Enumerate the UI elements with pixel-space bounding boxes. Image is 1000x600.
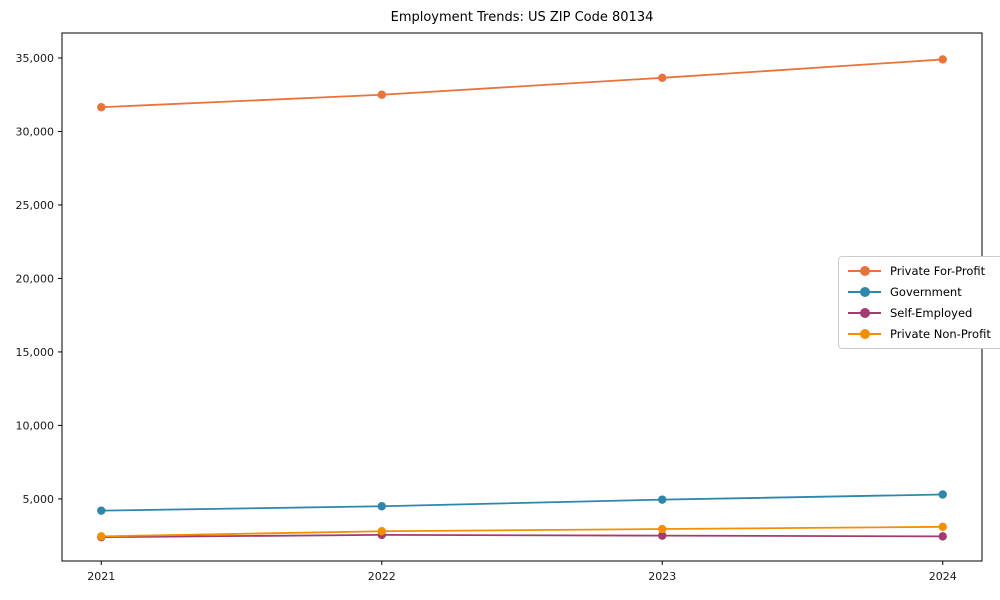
legend-label: Government [890,285,962,299]
marker-private-non-profit [658,524,667,534]
legend-item: Private For-Profit [848,264,991,278]
line-self-employed [101,534,943,539]
y-tick-label: 25,000 [16,199,55,212]
x-tick-label: 2021 [87,570,115,583]
marker-self-employed [658,531,667,540]
marker-private-for-profit [97,103,106,112]
line-private-non-profit [101,525,943,538]
marker-private-for-profit [658,73,667,83]
y-tick-label: 20,000 [16,272,55,285]
marker-government [377,502,386,511]
legend-line-dot-swatch [848,287,881,297]
marker-self-employed [938,532,947,541]
y-tick-label: 35,000 [16,52,55,65]
legend-line-dot-swatch [848,308,881,318]
chart-title: Employment Trends: US ZIP Code 80134 [390,10,654,25]
marker-private-for-profit [938,55,947,64]
y-tick-label: 10,000 [16,419,55,432]
legend-label: Private For-Profit [890,264,986,278]
y-tick-label: 30,000 [16,125,55,138]
legend-item: Government [848,285,991,299]
marker-private-non-profit [377,527,386,536]
legend: Private For-Profit Government Self-Employe… [838,256,1000,349]
legend-item: Private Non-Profit [848,327,991,341]
legend-label: Self-Employed [890,306,973,320]
marker-government [658,495,667,504]
line-government [101,493,943,512]
marker-private-non-profit [938,522,947,532]
x-tick-label: 2023 [648,570,676,583]
line-private-for-profit [101,58,943,109]
legend-label: Private Non-Profit [890,327,991,341]
legend-item: Self-Employed [848,306,991,320]
marker-government [938,490,947,499]
x-tick-label: 2024 [929,570,957,583]
marker-private-non-profit [97,532,106,541]
y-tick-label: 5,000 [23,493,55,506]
y-tick-label: 15,000 [16,346,55,359]
marker-private-for-profit [377,90,386,99]
marker-government [97,506,106,515]
legend-line-dot-swatch [848,329,881,339]
x-tick-label: 2022 [368,570,396,583]
legend-line-dot-swatch [848,266,881,276]
